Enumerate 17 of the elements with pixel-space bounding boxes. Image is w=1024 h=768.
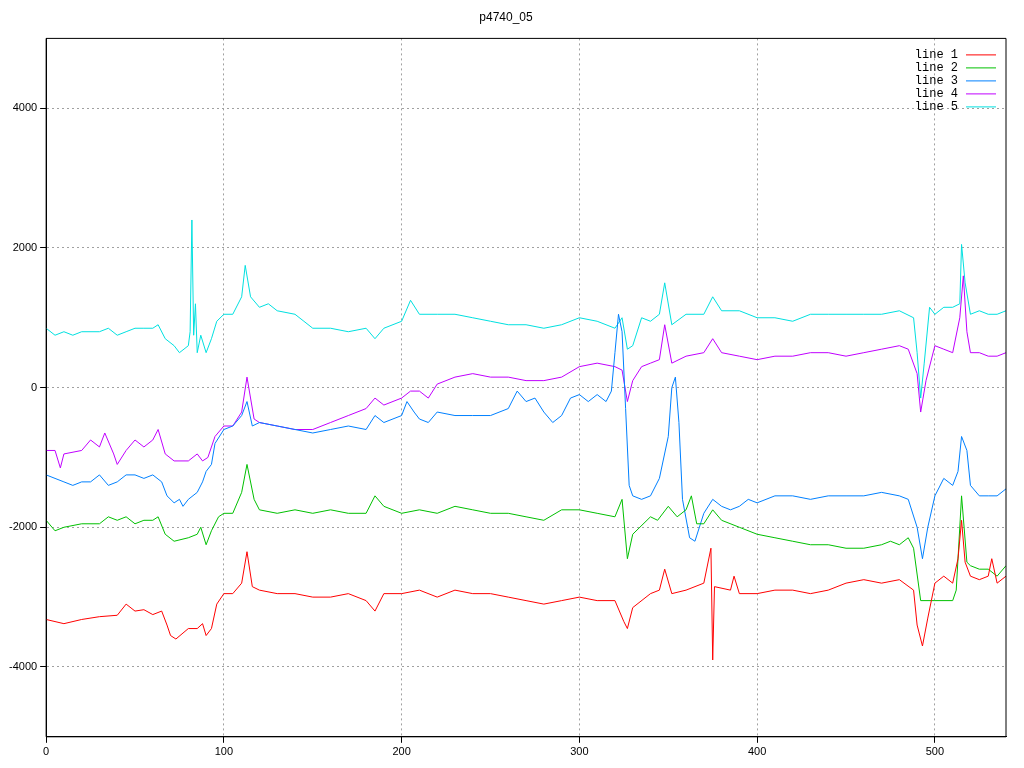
x-tick-label: 0: [43, 745, 50, 758]
x-tick-label: 300: [570, 745, 589, 758]
y-tick-label: 2000: [12, 240, 38, 253]
x-tick-label: 400: [747, 745, 767, 758]
y-tick-label: 0: [31, 380, 38, 393]
x-tick-label: 100: [214, 745, 234, 758]
x-tick-label: 500: [925, 745, 945, 758]
legend-label: line 1: [914, 48, 958, 63]
legend-label: line 2: [914, 61, 958, 76]
legend-label: line 4: [914, 87, 958, 102]
chart-title: p4740_05: [479, 9, 534, 24]
legend-label: line 3: [914, 74, 958, 89]
x-tick-label: 200: [392, 745, 411, 758]
y-tick-label: -2000: [8, 520, 38, 533]
y-tick-label: 4000: [12, 101, 38, 114]
y-tick-label: -4000: [8, 659, 38, 672]
legend-label: line 5: [914, 100, 958, 115]
